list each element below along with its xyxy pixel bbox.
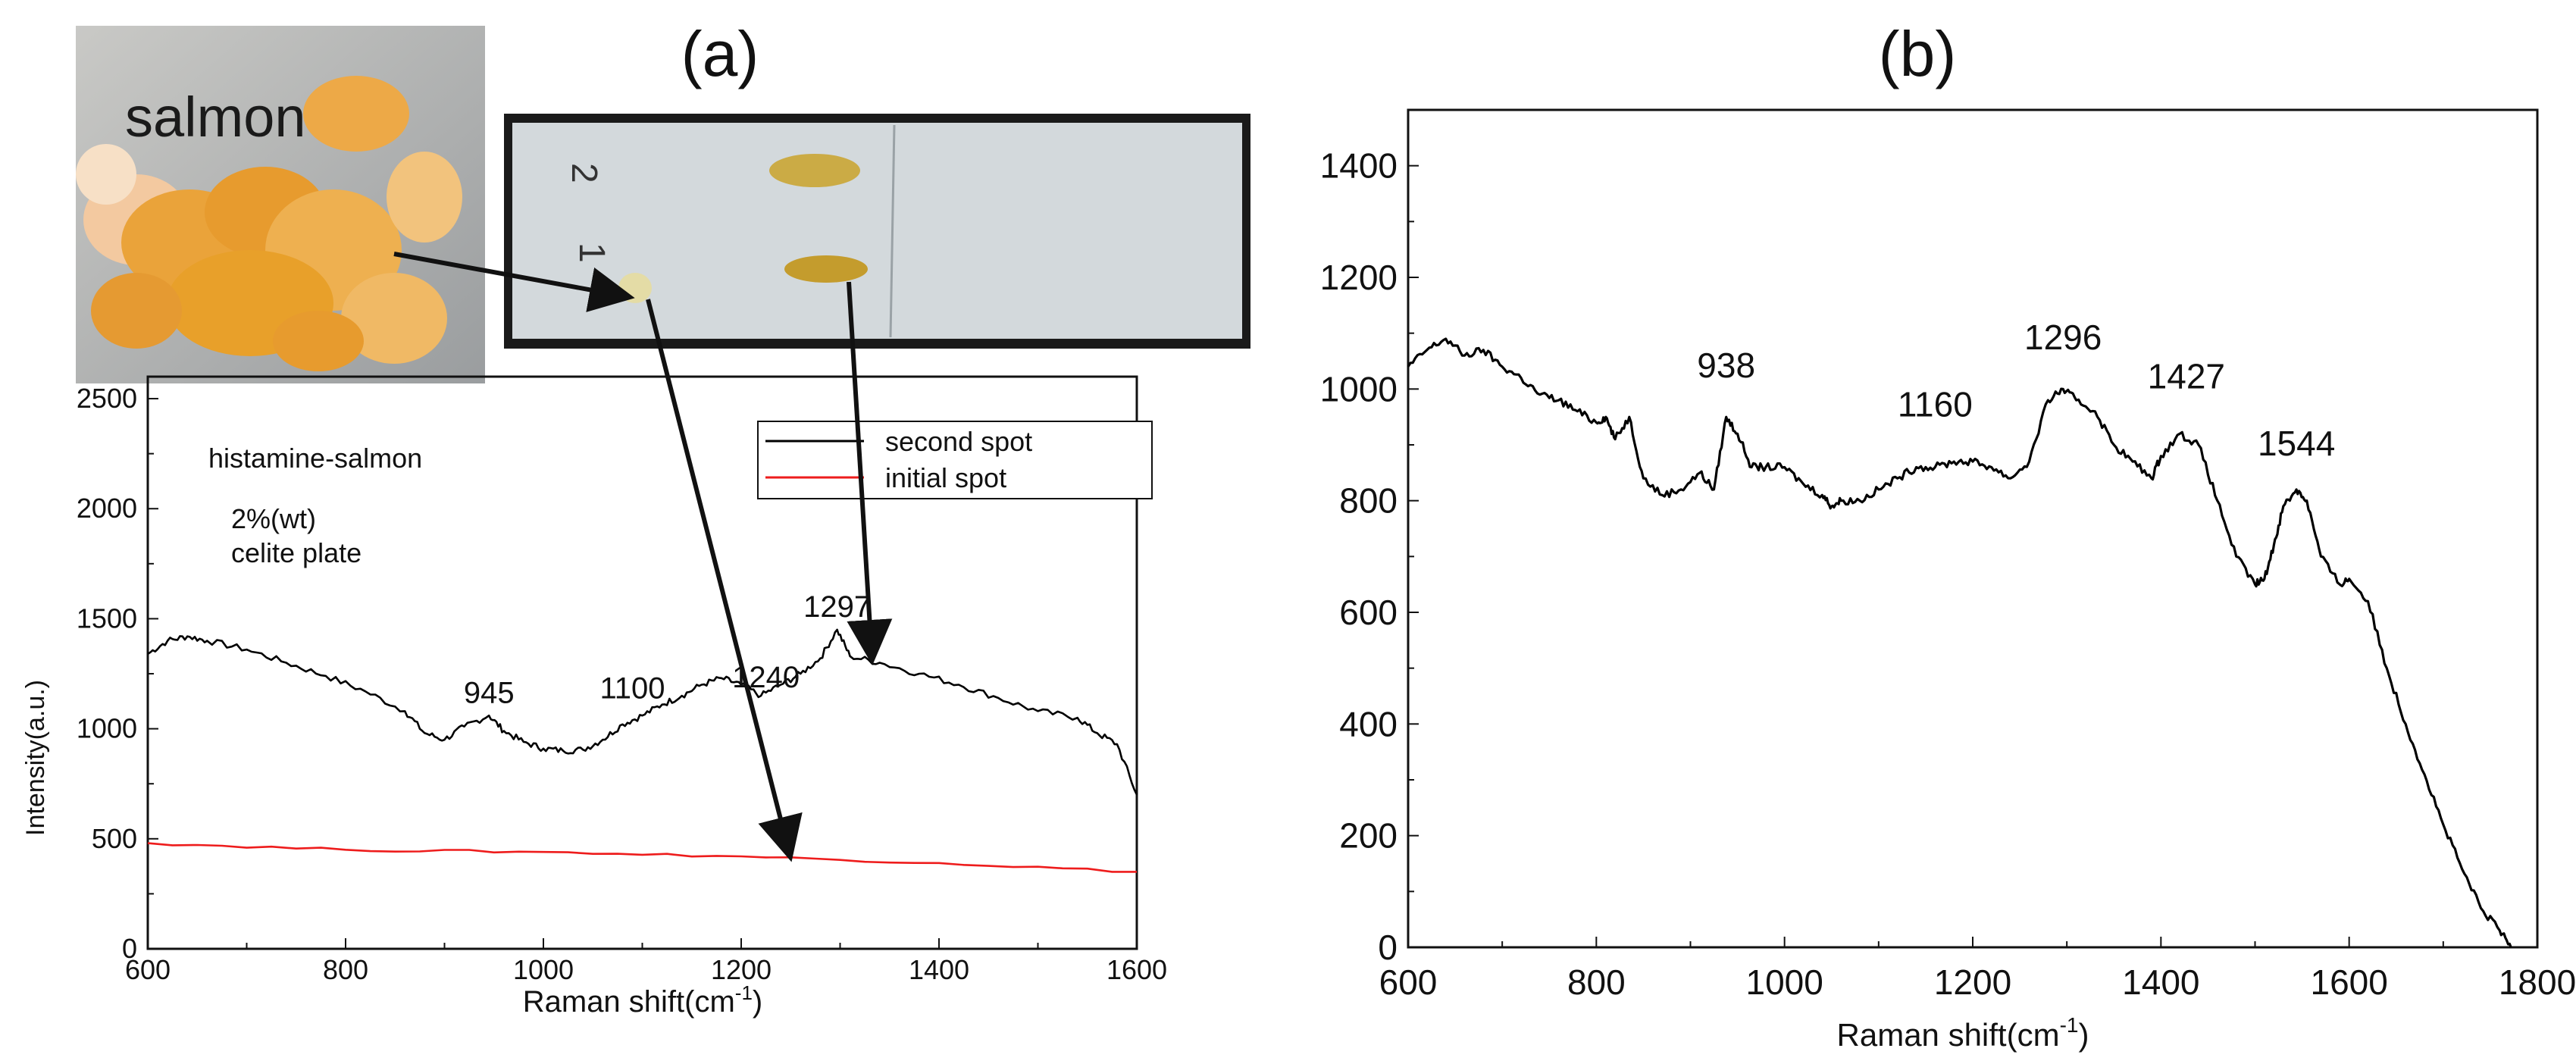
chart-b-xlabel: Raman shift(cm-1): [1837, 1013, 2089, 1053]
series-line-initial-spot: [147, 842, 1137, 873]
salmon-photo: salmon: [76, 26, 485, 383]
peak-label: 1297: [803, 590, 871, 624]
salmon-pieces: [76, 76, 462, 371]
y-tick-label: 200: [1339, 816, 1398, 856]
chart-a: 600 800 1000 1200 1400 1600 0 500 1000 1500 2000 25…: [21, 375, 1167, 1019]
x-tick-label: 800: [1567, 962, 1626, 1002]
x-tick-label: 1200: [711, 954, 772, 985]
chart-a-ylabel: Intensity(a.u.): [21, 680, 50, 836]
legend-label-second-spot: second spot: [885, 426, 1032, 457]
panel-label-b: (b): [1879, 18, 1957, 89]
peak-label: 1296: [2024, 318, 2102, 357]
legend-box: [757, 421, 1153, 499]
tlc-plate: 2 1: [504, 114, 1250, 349]
legend-label-initial-spot: initial spot: [885, 462, 1006, 493]
y-tick-label: 1500: [77, 602, 137, 634]
chart-a-annotation-2: 2%(wt): [231, 503, 316, 534]
y-tick-label: 1000: [77, 713, 137, 744]
spot-lane-1-origin: [618, 273, 652, 303]
y-tick-label: 400: [1339, 704, 1398, 743]
arrow-spot-to-second-spot: [847, 281, 893, 665]
x-tick-label: 1000: [513, 954, 574, 985]
series-line-spectrum: [1407, 337, 2512, 948]
arrow-origin-to-initial-spot: [646, 299, 803, 862]
x-tick-label: 600: [125, 954, 171, 985]
peak-label: 1100: [599, 672, 665, 706]
peak-label: 1427: [2148, 357, 2225, 396]
y-tick-label: 1200: [1320, 258, 1398, 297]
plate-lane-2-label: 2: [564, 163, 604, 183]
series-line-second-spot: [147, 628, 1138, 796]
x-tick-label: 600: [1379, 962, 1438, 1002]
y-tick-label: 600: [1339, 593, 1398, 632]
chart-b-series: [1407, 337, 2512, 948]
y-tick-label: 2500: [77, 383, 137, 414]
x-tick-label: 1400: [909, 954, 969, 985]
y-tick-label: 1000: [1320, 369, 1398, 408]
chart-b-ticks: 600 800 1000 1200 1400 1600 1800 0 200 400 600 800 1…: [1320, 146, 2576, 1002]
x-tick-label: 1400: [2122, 962, 2199, 1002]
arrows: [393, 252, 893, 862]
chart-a-annotation-3: celite plate: [231, 537, 362, 568]
plate-lane-1-label: 1: [571, 243, 612, 263]
peak-label: 938: [1697, 346, 1755, 385]
peak-label: 1160: [1898, 385, 1973, 424]
y-tick-label: 500: [92, 823, 137, 854]
chart-a-legend: second spot initial spot: [757, 421, 1153, 499]
chart-a-ticks: 600 800 1000 1200 1400 1600 0 500 1000 1500 2000 25…: [77, 383, 1167, 985]
spot-lane-2: [769, 154, 860, 187]
y-tick-label: 800: [1339, 481, 1398, 521]
x-tick-label: 1000: [1745, 962, 1823, 1002]
x-tick-label: 1600: [1106, 954, 1167, 985]
x-tick-label: 1800: [2499, 962, 2576, 1002]
peak-label: 1544: [2258, 424, 2335, 463]
y-tick-label: 1400: [1320, 146, 1398, 186]
x-tick-label: 1600: [2310, 962, 2387, 1002]
spot-lane-1-upper: [784, 255, 868, 283]
peak-label: 945: [464, 676, 515, 709]
x-tick-label: 800: [323, 954, 368, 985]
chart-b-peak-labels: 938 1160 1296 1427 1544: [1697, 318, 2335, 463]
chart-b: 600 800 1000 1200 1400 1600 1800 0 200 400 600 800 1…: [1320, 108, 2576, 1053]
photo-label: salmon: [125, 86, 306, 149]
arrow-photo-to-origin: [393, 252, 635, 312]
chart-b-frame: [1407, 108, 2539, 949]
chart-a-series: [147, 628, 1138, 873]
y-tick-label: 0: [122, 933, 137, 964]
panel-label-a: (a): [681, 18, 759, 89]
y-tick-label: 0: [1378, 928, 1398, 967]
x-tick-label: 1200: [1934, 962, 2011, 1002]
y-tick-label: 2000: [77, 493, 137, 524]
chart-a-annotation-1: histamine-salmon: [208, 443, 422, 474]
chart-a-xlabel: Raman shift(cm-1): [523, 981, 763, 1019]
